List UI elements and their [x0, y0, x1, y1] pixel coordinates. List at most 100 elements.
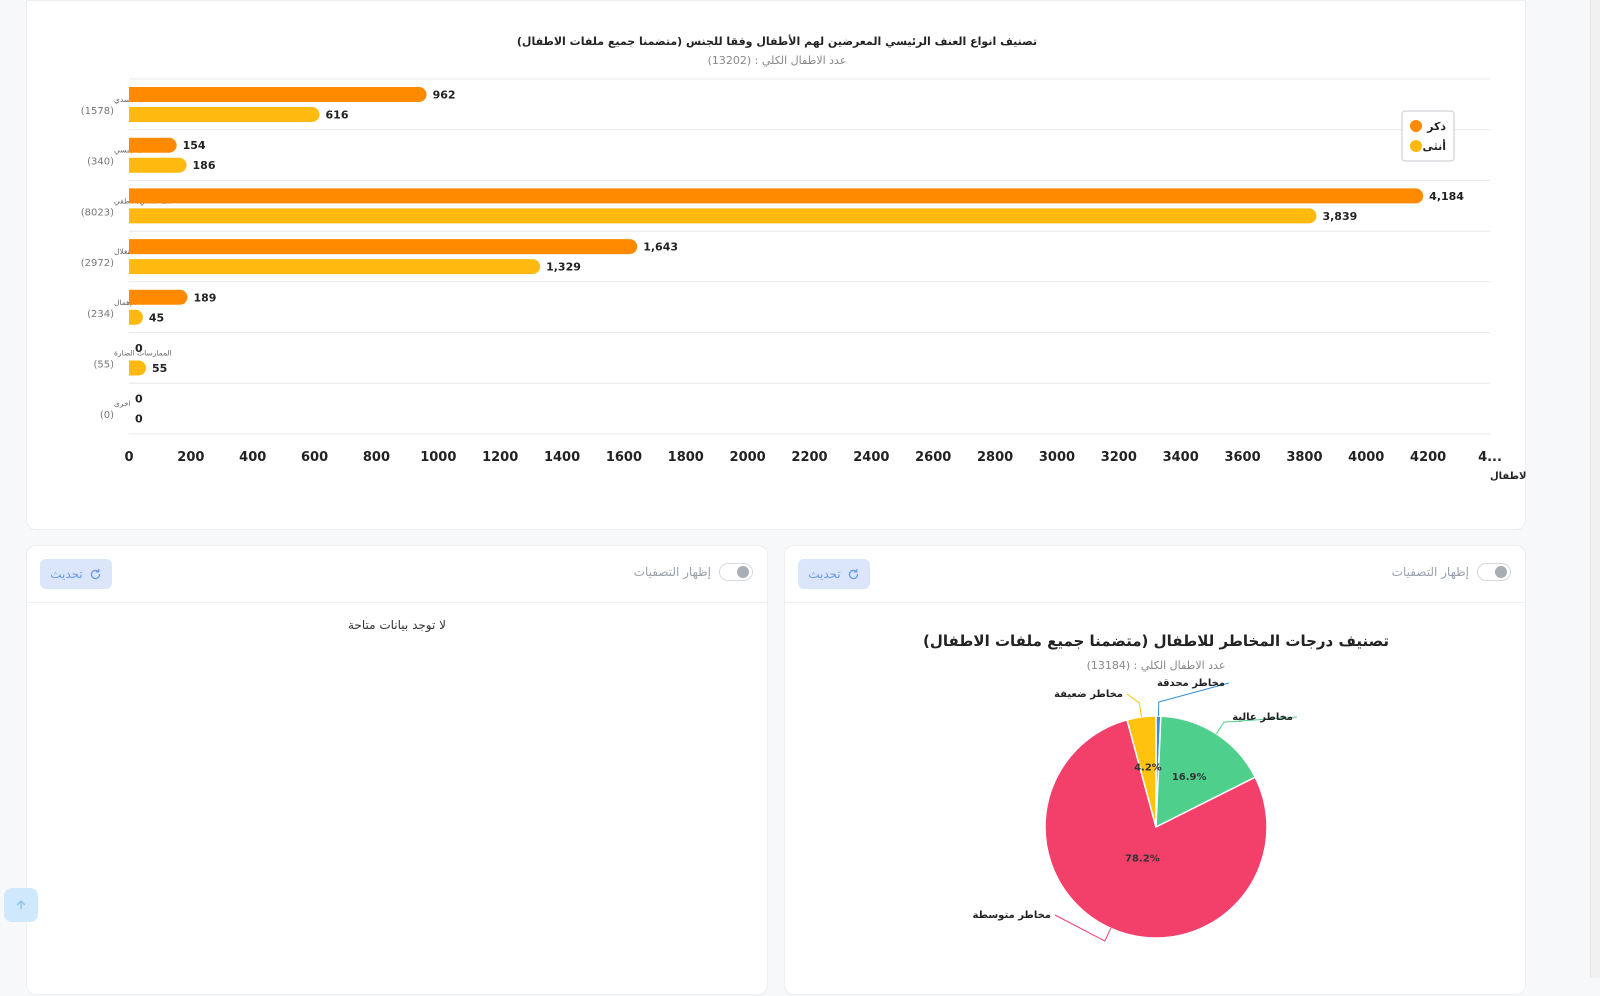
bar-value-label: 189 [193, 291, 216, 304]
pie-chart-subtitle: عدد الاطفال الكلي : (13184) [1087, 659, 1226, 672]
bar-value-label: 4,184 [1429, 190, 1464, 203]
x-tick-label: 1200 [482, 450, 518, 465]
category-label: اخرى [114, 399, 131, 408]
scroll-to-top-button[interactable] [4, 888, 38, 922]
pie-category-label: مخاطر متوسطة [973, 910, 1051, 921]
legend-female-label: أنثى [1422, 139, 1446, 153]
x-tick-label: 2000 [730, 450, 766, 465]
x-tick-label: 1800 [668, 450, 704, 465]
x-tick-label: 2200 [791, 450, 827, 465]
toggle-knob [1495, 566, 1507, 578]
category-total: (1578) [81, 106, 114, 117]
bar-female[interactable] [129, 259, 541, 275]
card-header: تحديث إظهار التصفيات [27, 546, 767, 603]
bar-value-label: 1,329 [546, 261, 581, 274]
pie-category-label: مخاطر محدقة [1157, 678, 1225, 689]
bar-male[interactable] [129, 188, 1424, 204]
refresh-button-label: تحديث [50, 567, 83, 581]
category-label: الإهمال [114, 298, 136, 307]
arrow-up-icon [16, 900, 26, 910]
category-total: (0) [100, 410, 114, 421]
bar-female[interactable] [129, 208, 1317, 224]
bar-male[interactable] [129, 87, 427, 102]
pie-slices: 16.9% 78.2% 4.2% [1044, 715, 1268, 939]
category-total: (234) [87, 309, 114, 320]
x-tick-label: 800 [363, 450, 390, 465]
show-filters-toggle-group[interactable]: إظهار التصفيات [1392, 561, 1511, 583]
x-tick-label: 3800 [1286, 450, 1322, 465]
bar-male[interactable] [129, 137, 177, 153]
bar-value-label: 0 [135, 342, 143, 355]
x-tick-label: 4200 [1410, 450, 1446, 465]
category-total: (55) [93, 360, 114, 371]
bar-male[interactable] [129, 289, 188, 305]
bar-chart-x-ticks: 0 200 400 600 800 1000 1200 1400 1600 1800 2000 220… [124, 450, 1501, 465]
refresh-icon [848, 568, 858, 579]
pie-percent-label: 4.2% [1134, 762, 1162, 773]
legend-male-dot [1410, 120, 1422, 132]
bar-chart-x-axis-label: عدد الاطفال [1490, 471, 1527, 482]
pie-labels: مخاطر محدقة مخاطر عالية مخاطر متوسطة مخاطر … [973, 678, 1298, 942]
show-filters-toggle-group[interactable]: إظهار التصفيات [634, 561, 753, 583]
card-header: تحديث إظهار التصفيات [785, 546, 1525, 603]
pie-chart-title: تصنيف درجات المخاطر للاطفال (متضمنا جميع… [923, 632, 1389, 650]
bar-value-label: 3,839 [1322, 210, 1357, 223]
show-filters-toggle[interactable] [1477, 563, 1511, 581]
legend-male-label: ذكر [1426, 120, 1446, 133]
empty-data-card: تحديث إظهار التصفيات لا توجد بيانات متاح… [26, 545, 768, 995]
show-filters-label: إظهار التصفيات [1391, 565, 1469, 579]
pie-leader-line [1126, 693, 1142, 718]
bar-chart-legend[interactable]: ذكر أنثى [1401, 110, 1455, 162]
pie-leader-line [1054, 914, 1112, 942]
bar-value-label: 962 [433, 89, 456, 102]
x-tick-label: 200 [177, 450, 204, 465]
violence-types-chart-card: تصنيف انواع العنف الرئيسي المعرضين لهم ا… [26, 0, 1527, 530]
legend-box [1401, 110, 1455, 162]
violence-types-bar-chart: تصنيف انواع العنف الرئيسي المعرضين لهم ا… [81, 34, 1527, 482]
bar-value-label: 1,643 [643, 241, 678, 254]
bar-chart-subtitle: عدد الاطفال الكلي : (13202) [708, 54, 847, 67]
x-tick-label: 3000 [1039, 450, 1075, 465]
pie-category-label: مخاطر عالية [1232, 712, 1293, 723]
show-filters-toggle[interactable] [719, 563, 753, 581]
pie-leader-line [1215, 716, 1298, 735]
bar-value-label: 0 [135, 393, 143, 406]
pie-slice[interactable] [1044, 718, 1268, 939]
x-tick-label: 1400 [544, 450, 580, 465]
bar-female[interactable] [129, 107, 320, 122]
x-tick-label: 4... [1478, 450, 1502, 465]
bar-chart-grid [129, 78, 1490, 435]
category-total: (340) [87, 157, 114, 168]
toggle-knob [737, 566, 749, 578]
refresh-icon [90, 568, 100, 579]
page-scrollbar[interactable] [1590, 0, 1600, 978]
show-filters-label: إظهار التصفيات [633, 565, 711, 579]
x-tick-label: 2400 [853, 450, 889, 465]
pie-percent-label: 16.9% [1172, 772, 1207, 783]
x-tick-label: 4000 [1348, 450, 1384, 465]
bar-value-label: 45 [149, 311, 164, 324]
no-data-message: لا توجد بيانات متاحة [347, 618, 446, 632]
pie-percent-label: 78.2% [1125, 853, 1160, 864]
risk-levels-chart-card: تحديث إظهار التصفيات تصنيف درجات المخاطر… [784, 545, 1526, 995]
refresh-button[interactable]: تحديث [798, 559, 870, 589]
pie-slice[interactable] [1126, 715, 1157, 828]
legend-female-dot [1410, 140, 1422, 152]
bar-male[interactable] [129, 239, 638, 255]
x-tick-label: 1600 [606, 450, 642, 465]
pie-leader-line [1157, 682, 1230, 717]
bar-chart-bars: 962 616 154 186 4,184 3,839 1,643 1,329 189 45 0 55… [129, 87, 1464, 426]
refresh-button[interactable]: تحديث [40, 559, 112, 589]
bar-value-label: 154 [183, 139, 206, 152]
bar-female[interactable] [129, 157, 187, 173]
x-tick-label: 2800 [977, 450, 1013, 465]
bar-value-label: 0 [135, 413, 143, 426]
bar-value-label: 186 [193, 159, 216, 172]
risk-levels-pie-chart: تصنيف درجات المخاطر للاطفال (متضمنا جميع… [923, 632, 1389, 942]
bar-female[interactable] [129, 309, 143, 325]
x-tick-label: 400 [239, 450, 266, 465]
bar-female[interactable] [129, 360, 147, 376]
category-label: الممارسات الضارة [114, 349, 172, 358]
pie-category-label: مخاطر ضعيفة [1054, 689, 1123, 700]
refresh-button-label: تحديث [808, 567, 841, 581]
